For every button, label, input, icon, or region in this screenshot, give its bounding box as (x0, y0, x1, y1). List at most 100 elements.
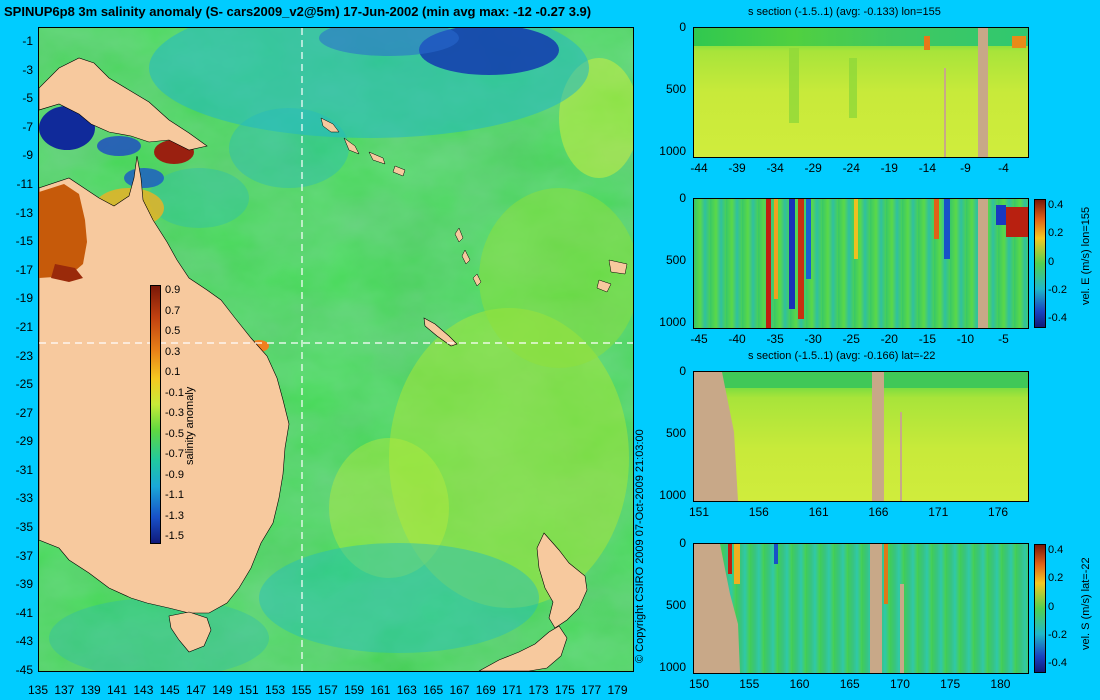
panel4-colorbar-tick: -0.4 (1048, 657, 1067, 669)
lat-tick-label: -43 (15, 634, 33, 649)
panel3-y-tick: 500 (665, 425, 686, 440)
panel4-x-tick: 155 (739, 677, 760, 691)
panel4-x-tick: 170 (889, 677, 910, 691)
lon-tick-label: 167 (449, 683, 470, 697)
lon-tick-label: 143 (133, 683, 154, 697)
panel1-x-tick: -4 (998, 161, 1009, 175)
map-canvas (39, 28, 633, 671)
lat-tick-label: -23 (15, 348, 33, 363)
panel3-x-tick: 156 (748, 505, 769, 519)
salinity-colorbar-tick: -0.7 (165, 448, 184, 460)
panel2-x-tick: -40 (728, 332, 746, 346)
panel3-y-tick: 0 (679, 364, 686, 378)
lon-tick-label: 169 (475, 683, 496, 697)
lat-tick-label: -31 (15, 462, 33, 477)
panel2-x-tick: -15 (918, 332, 937, 346)
panel1-x-tick: -9 (960, 161, 971, 175)
lat-tick-label: -17 (15, 262, 33, 277)
lat-tick-label: -45 (15, 663, 33, 677)
lon-tick-label: 171 (502, 683, 523, 697)
panel4-x-tick: 165 (839, 677, 860, 691)
salinity-colorbar-tick: 0.7 (165, 304, 181, 317)
salinity-colorbar-label: salinity anomaly (184, 386, 196, 465)
lon-tick-label: 137 (54, 683, 75, 697)
lon-tick-label: 177 (581, 683, 602, 697)
lat-tick-label: -25 (15, 377, 33, 392)
lat-tick-label: -37 (15, 548, 33, 563)
panel4-colorbar-tick: 0.4 (1048, 544, 1064, 556)
lat-tick-label: -9 (22, 148, 33, 163)
panel4-colorbar-tick: -0.2 (1048, 628, 1067, 641)
lat-tick-label: -27 (15, 405, 33, 420)
salinity-colorbar-tick: 0.5 (165, 325, 181, 337)
panel3-x-tick: 166 (868, 505, 889, 519)
panel3-x-tick: 176 (988, 505, 1009, 519)
vel-s-colorbar-label: vel. S (m/s) lat=-22 (1080, 557, 1092, 650)
lon-tick-label: 165 (423, 683, 444, 697)
lat-tick-label: -41 (15, 605, 33, 620)
salinity-colorbar-tick: 0.1 (165, 366, 181, 378)
lon-tick-label: 161 (370, 683, 391, 697)
panel2-x-tick: -20 (880, 332, 898, 346)
panel1-x-tick: -24 (842, 161, 860, 175)
lat-tick-label: -15 (15, 234, 33, 249)
panel2-y-tick: 0 (679, 191, 686, 205)
salinity-colorbar-tick: -1.5 (165, 530, 184, 542)
panel3-x-tick: 151 (688, 505, 710, 519)
panel2-x-tick: -25 (842, 332, 860, 346)
salinity-map[interactable] (38, 27, 634, 672)
main-title: SPINUP6p8 3m salinity anomaly (S- cars20… (4, 4, 592, 19)
panel1-x-tick: -19 (880, 161, 898, 175)
lat-tick-label: -33 (15, 491, 33, 506)
salinity-colorbar-tick: -1.1 (165, 489, 184, 501)
lat-tick-label: -21 (15, 319, 33, 334)
lon-tick-label: 173 (528, 683, 549, 697)
lat-tick-label: -29 (15, 434, 33, 449)
lat-tick-label: -11 (16, 176, 33, 191)
panel2-colorbar-tick: -0.4 (1048, 312, 1067, 324)
panel1-plot[interactable] (693, 27, 1029, 158)
lat-tick-label: -35 (15, 520, 33, 535)
lon-tick-label: 157 (317, 683, 338, 697)
panel4-plot[interactable] (693, 543, 1029, 674)
panel1-x-tick: -29 (804, 161, 822, 175)
panel1-title: s section (-1.5..1) (avg: -0.133) lon=15… (748, 6, 941, 18)
panel2-y-tick: 500 (665, 252, 686, 267)
salinity-colorbar-tick: -0.9 (165, 468, 184, 481)
lat-tick-label: -1 (22, 34, 33, 48)
salinity-colorbar-tick: -0.3 (165, 407, 184, 419)
panel3-x-tick: 171 (928, 505, 949, 519)
panel2-colorbar-tick: -0.2 (1048, 283, 1067, 296)
panel1-y-tick: 0 (679, 20, 686, 34)
panel3-title: s section (-1.5..1) (avg: -0.166) lat=-2… (748, 350, 936, 362)
panel3-y-tick: 1000 (659, 487, 686, 502)
lat-tick-label: -3 (22, 62, 33, 77)
lat-tick-label: -7 (22, 119, 33, 134)
lon-tick-label: 135 (27, 683, 49, 697)
panel2-x-tick: -30 (804, 332, 822, 346)
lon-tick-label: 139 (80, 683, 101, 697)
panel4-x-tick: 160 (789, 677, 810, 691)
panel2-plot[interactable] (693, 198, 1029, 329)
panel2-colorbar-tick: 0.2 (1048, 227, 1064, 240)
panel4-y-tick: 500 (665, 597, 686, 612)
lon-tick-label: 147 (186, 683, 207, 697)
lon-tick-label: 179 (607, 683, 628, 697)
panel4-x-tick: 175 (940, 677, 961, 691)
lon-tick-label: 141 (107, 683, 128, 697)
panel1-x-tick: -44 (690, 161, 708, 175)
salinity-colorbar (150, 285, 161, 544)
vel-s-colorbar (1034, 544, 1046, 673)
panel2-colorbar-tick: 0 (1048, 255, 1055, 268)
salinity-colorbar-tick: -0.5 (165, 427, 184, 440)
panel3-plot[interactable] (693, 371, 1029, 502)
lat-tick-label: -5 (22, 91, 33, 106)
lat-tick-label: -13 (15, 205, 33, 220)
lon-tick-label: 145 (159, 683, 180, 697)
panel4-x-tick: 180 (990, 677, 1011, 691)
panel4-x-tick: 150 (688, 677, 710, 691)
panel2-x-tick: -35 (766, 332, 784, 346)
lon-tick-label: 175 (554, 683, 575, 697)
panel2-x-tick: -45 (690, 332, 708, 346)
salinity-colorbar-tick: -1.3 (165, 509, 184, 522)
